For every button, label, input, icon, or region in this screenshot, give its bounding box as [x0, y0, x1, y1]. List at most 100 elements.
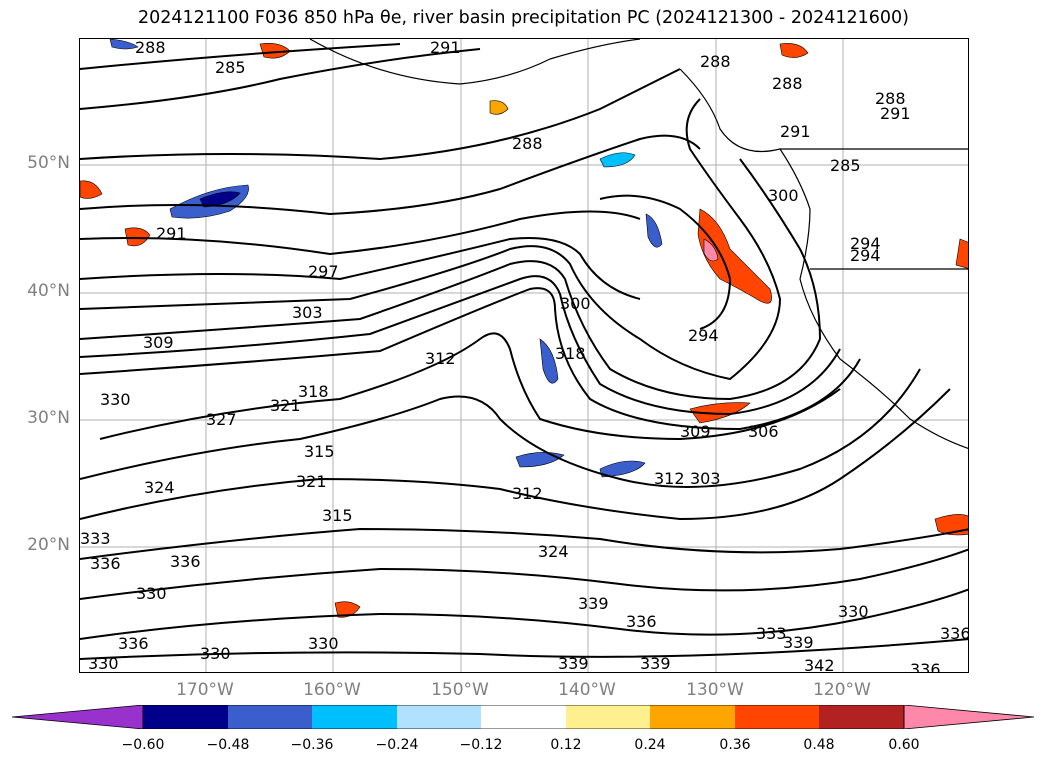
contour-label: 291 — [430, 39, 461, 57]
colorbar — [12, 705, 1035, 729]
contour-label: 330 — [136, 584, 167, 603]
colorbar-bin — [650, 705, 735, 729]
map-panel: 288 291 285 291 288 288 291 285 288 300 … — [79, 38, 969, 673]
contour-label: 285 — [215, 58, 246, 77]
colorbar-tick: −0.36 — [290, 737, 334, 753]
positive-blob — [689, 402, 751, 424]
positive-blob — [955, 238, 968, 269]
lon-label-140w: 140°W — [558, 680, 616, 700]
contour-label: 303 — [690, 469, 721, 488]
contour-label: 288 — [512, 134, 543, 153]
positive-blob — [779, 43, 809, 58]
contour-label: 315 — [322, 506, 353, 525]
contour-label: 324 — [144, 478, 175, 497]
lon-label-170w: 170°W — [176, 680, 234, 700]
colorbar-tick: 0.60 — [888, 737, 920, 753]
contour-label: 312 — [654, 469, 685, 488]
contour-label: 294 — [688, 326, 719, 345]
lat-label-30n: 30°N — [27, 408, 70, 428]
contour-label: 339 — [783, 633, 814, 652]
colorbar-tick: 0.36 — [719, 737, 751, 753]
contour-label: 315 — [304, 442, 335, 461]
colorbar-tick: −0.60 — [121, 737, 165, 753]
colorbar-bin — [228, 705, 312, 729]
precip-anomaly-fill — [80, 39, 968, 618]
contour-label: 330 — [838, 602, 869, 621]
contour-label: 294 — [850, 234, 881, 253]
colorbar-tick: 0.24 — [634, 737, 666, 753]
contour-label: 291 — [780, 122, 811, 141]
theta-e-contours — [80, 43, 968, 660]
lon-label-150w: 150°W — [431, 680, 489, 700]
colorbar-extend-low — [12, 705, 144, 729]
contour-label: 303 — [292, 303, 323, 322]
contour-label: 336 — [118, 634, 149, 653]
contour-label: 288 — [135, 39, 166, 57]
contour-label: 339 — [640, 654, 671, 673]
lon-label-160w: 160°W — [303, 680, 361, 700]
positive-blob — [80, 180, 103, 199]
positive-blob — [489, 100, 509, 115]
colorbar-tick: 0.12 — [550, 737, 582, 753]
contour-label: 291 — [880, 104, 911, 123]
contour-label: 300 — [768, 186, 799, 205]
lon-label-120w: 120°W — [813, 680, 871, 700]
contour-label: 318 — [298, 382, 329, 401]
graticule — [80, 39, 968, 672]
colorbar-tick: 0.48 — [803, 737, 835, 753]
contour-label: 288 — [700, 52, 731, 71]
positive-blob — [703, 238, 719, 262]
negative-blob — [515, 452, 565, 468]
contour-label: 288 — [875, 89, 906, 108]
contour-label: 324 — [538, 542, 569, 561]
colorbar-tick: −0.24 — [375, 737, 419, 753]
map-canvas: 288 291 285 291 288 288 291 285 288 300 … — [80, 39, 969, 673]
contour-label: 336 — [170, 552, 201, 571]
contour-label: 294 — [850, 246, 881, 265]
contour-label: 336 — [90, 554, 121, 573]
contour-label: 321 — [270, 396, 301, 415]
colorbar-bin — [143, 705, 228, 729]
negative-blob — [599, 460, 646, 478]
colorbar-tick: −0.12 — [459, 737, 503, 753]
contour-label: 339 — [578, 594, 609, 613]
positive-blob — [697, 208, 772, 304]
contour-label: 312 — [512, 484, 543, 503]
contour-label: 330 — [308, 634, 339, 653]
contour-label: 318 — [555, 344, 586, 363]
colorbar-bin — [312, 705, 397, 729]
coastlines — [309, 39, 968, 449]
contour-label: 330 — [100, 390, 131, 409]
contour-label: 330 — [200, 644, 231, 663]
positive-blob — [124, 227, 151, 247]
colorbar-bin — [735, 705, 819, 729]
negative-blob — [539, 338, 559, 384]
contour-label: 309 — [680, 422, 711, 441]
lat-label-50n: 50°N — [27, 153, 70, 173]
contour-label: 342 — [804, 656, 835, 673]
contour-label: 291 — [156, 224, 187, 243]
lat-label-40n: 40°N — [27, 281, 70, 301]
map-title: 2024121100 F036 850 hPa θe, river basin … — [138, 8, 909, 28]
colorbar-bin — [481, 705, 566, 729]
contour-label: 297 — [308, 262, 339, 281]
negative-blob — [109, 39, 139, 50]
contour-label: 333 — [80, 529, 111, 548]
colorbar-bin — [819, 705, 904, 729]
negative-blob — [599, 152, 636, 168]
contour-label: 306 — [748, 422, 779, 441]
contour-label: 285 — [830, 156, 861, 175]
lon-label-130w: 130°W — [686, 680, 744, 700]
contour-labels: 288 291 285 291 288 288 291 285 288 300 … — [80, 39, 969, 673]
contour-label: 300 — [560, 294, 591, 313]
contour-label: 312 — [425, 349, 456, 368]
contour-label: 333 — [756, 624, 787, 643]
contour-label: 339 — [558, 654, 589, 673]
contour-label: 336 — [626, 612, 657, 631]
contour-label: 327 — [206, 410, 237, 429]
negative-blob — [645, 213, 663, 248]
contour-label: 336 — [940, 624, 969, 643]
colorbar-extend-high — [903, 705, 1035, 729]
contour-label: 309 — [143, 333, 174, 352]
contour-label: 336 — [910, 660, 941, 673]
